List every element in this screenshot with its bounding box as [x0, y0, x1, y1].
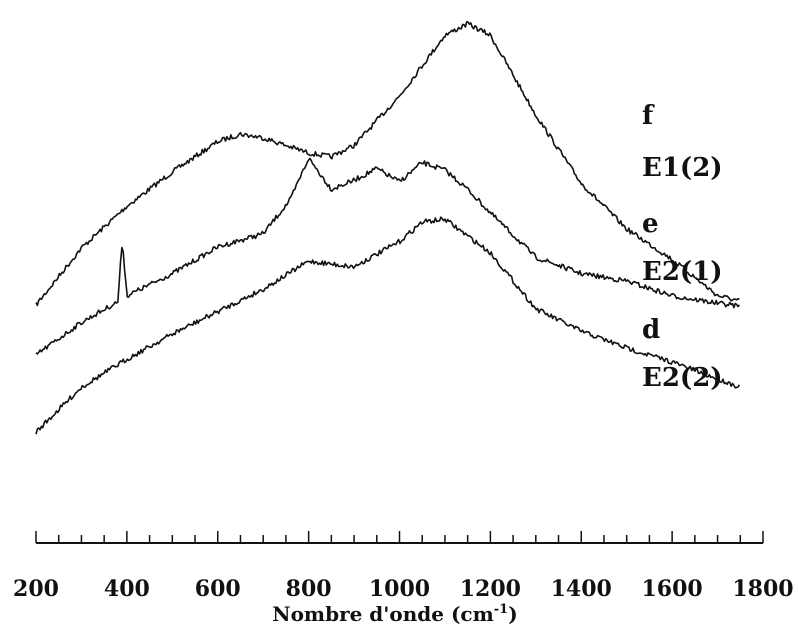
- x-tick-label-800: 800: [286, 576, 332, 602]
- spectrum-line-e: [35, 157, 741, 355]
- x-tick-label-1200: 1200: [460, 576, 521, 602]
- x-tick-label-1600: 1600: [642, 576, 703, 602]
- x-tick-label-600: 600: [195, 576, 241, 602]
- series-letter-f: f: [642, 101, 655, 131]
- x-tick-label-1800: 1800: [732, 576, 793, 602]
- series-labels: f E1(2) e E2(1) d E2(2): [642, 101, 723, 393]
- series-name-f: E1(2): [642, 153, 723, 183]
- series-name-d: E2(2): [642, 363, 723, 393]
- x-tick-label-200: 200: [13, 576, 59, 602]
- series-letter-d: d: [642, 315, 660, 345]
- spectra-group: [35, 21, 741, 435]
- spectrum-line-f: [35, 21, 740, 307]
- x-tick-label-1400: 1400: [551, 576, 612, 602]
- x-axis: 200 400 600 800 1000 1200 1400 1600 1800: [13, 531, 794, 602]
- series-letter-e: e: [642, 209, 659, 239]
- series-name-e: E2(1): [642, 257, 723, 287]
- x-tick-label-400: 400: [104, 576, 150, 602]
- x-tick-label-1000: 1000: [369, 576, 430, 602]
- x-axis-title: Nombre d'onde (cm-1): [272, 602, 517, 626]
- spectrum-line-d: [35, 216, 741, 435]
